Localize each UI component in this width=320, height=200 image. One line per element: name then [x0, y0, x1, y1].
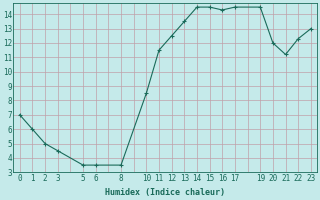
- X-axis label: Humidex (Indice chaleur): Humidex (Indice chaleur): [105, 188, 225, 197]
